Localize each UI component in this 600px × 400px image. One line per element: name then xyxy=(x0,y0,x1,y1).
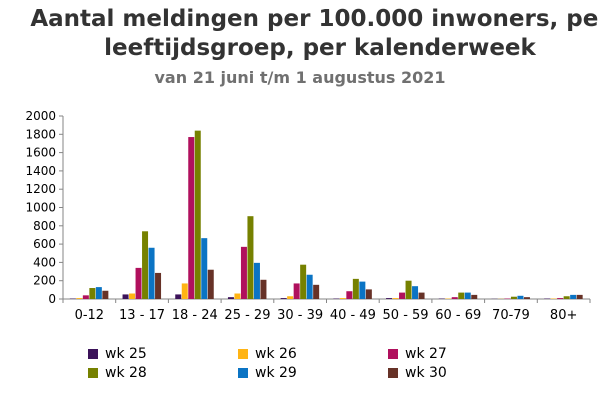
bar-wk-29-6 xyxy=(412,286,419,299)
bar-wk-28-2 xyxy=(194,130,201,299)
y-tick-label: 1600 xyxy=(25,146,56,160)
x-tick-label: 80+ xyxy=(550,308,577,323)
y-tick-label: 0 xyxy=(48,292,56,306)
bar-wk-27-0 xyxy=(82,295,89,299)
bar-wk-30-3 xyxy=(260,279,267,299)
bar-wk-29-1 xyxy=(148,247,155,299)
x-tick-label: 0-12 xyxy=(75,308,105,323)
bar-wk-27-6 xyxy=(399,292,406,299)
x-tick-label: 50 - 59 xyxy=(383,308,429,323)
bar-wk-25-6 xyxy=(386,298,393,299)
x-tick-label: 13 - 17 xyxy=(119,308,165,323)
bar-wk-30-7 xyxy=(471,294,478,299)
y-tick-label: 1000 xyxy=(25,201,56,215)
y-tick-label: 2000 xyxy=(25,109,56,123)
y-tick-label: 1200 xyxy=(25,182,56,196)
bar-wk-26-5 xyxy=(339,298,346,299)
bar-wk-28-1 xyxy=(142,231,149,299)
bar-wk-27-1 xyxy=(135,267,142,299)
y-tick-label: 400 xyxy=(33,255,56,269)
bar-wk-26-1 xyxy=(129,293,136,299)
bar-wk-25-1 xyxy=(122,294,129,299)
bar-wk-29-9 xyxy=(570,294,577,299)
bar-wk-28-6 xyxy=(405,280,412,299)
y-tick-label: 1400 xyxy=(25,164,56,178)
bar-wk-29-0 xyxy=(95,287,102,299)
bar-wk-26-2 xyxy=(181,283,188,299)
bar-wk-28-4 xyxy=(300,264,307,299)
bar-wk-30-1 xyxy=(155,272,162,299)
bar-wk-29-5 xyxy=(359,281,366,299)
bar-wk-26-4 xyxy=(287,296,294,299)
bar-wk-25-4 xyxy=(280,298,287,299)
y-tick-label: 600 xyxy=(33,237,56,251)
bar-wk-28-5 xyxy=(352,278,359,299)
bar-wk-28-7 xyxy=(458,292,465,299)
x-tick-label: 40 - 49 xyxy=(330,308,376,323)
y-tick-label: 1800 xyxy=(25,127,56,141)
bar-wk-29-2 xyxy=(201,238,208,299)
bar-wk-29-8 xyxy=(517,295,524,299)
bar-wk-27-9 xyxy=(557,298,564,299)
bar-wk-29-3 xyxy=(253,262,260,299)
bar-wk-29-4 xyxy=(306,274,313,299)
x-tick-label: 30 - 39 xyxy=(277,308,323,323)
x-tick-label: 60 - 69 xyxy=(435,308,481,323)
bar-wk-25-2 xyxy=(175,294,182,299)
bar-wk-27-2 xyxy=(188,137,195,299)
bar-wk-30-2 xyxy=(207,269,214,299)
x-tick-label: 18 - 24 xyxy=(172,308,218,323)
bar-wk-26-6 xyxy=(392,298,399,299)
y-tick-label: 200 xyxy=(33,274,56,288)
x-tick-label: 25 - 29 xyxy=(224,308,270,323)
bar-wk-28-3 xyxy=(247,216,254,299)
bar-wk-26-3 xyxy=(234,293,241,299)
bar-wk-29-7 xyxy=(464,292,471,299)
bar-wk-30-4 xyxy=(313,284,320,299)
chart-subtitle: van 21 juni t/m 1 augustus 2021 xyxy=(154,68,446,87)
bar-wk-30-8 xyxy=(523,297,530,299)
bar-wk-27-4 xyxy=(293,283,300,299)
bar-wk-28-0 xyxy=(89,288,96,299)
bar-wk-26-0 xyxy=(76,298,83,299)
bar-wk-30-9 xyxy=(576,294,583,299)
bar-wk-27-7 xyxy=(451,297,458,299)
bar-wk-30-5 xyxy=(365,289,372,299)
bar-wk-25-3 xyxy=(227,297,234,299)
bar-wk-28-8 xyxy=(510,296,517,299)
y-tick-label: 800 xyxy=(33,219,56,233)
bar-wk-30-6 xyxy=(418,292,425,299)
chart-title-line2: leeftijdsgroep, per kalenderweek xyxy=(104,35,536,61)
x-tick-label: 70-79 xyxy=(492,308,530,323)
chart-title-line1: Aantal meldingen per 100.000 inwoners, p… xyxy=(30,6,600,32)
bar-wk-30-0 xyxy=(102,290,109,299)
bar-wk-27-3 xyxy=(240,246,247,299)
bar-wk-27-5 xyxy=(346,291,353,299)
bar-wk-28-9 xyxy=(563,296,570,299)
